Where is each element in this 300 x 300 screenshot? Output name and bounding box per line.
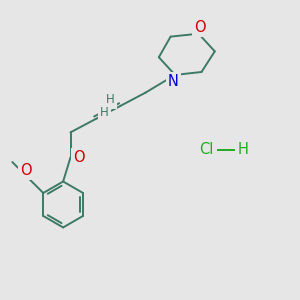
Text: H: H xyxy=(100,106,109,119)
Text: Cl: Cl xyxy=(199,142,213,158)
Text: O: O xyxy=(73,150,85,165)
Text: O: O xyxy=(194,20,206,35)
Text: H: H xyxy=(106,93,115,106)
Text: H: H xyxy=(237,142,248,158)
Text: N: N xyxy=(168,74,179,89)
Text: O: O xyxy=(20,163,32,178)
